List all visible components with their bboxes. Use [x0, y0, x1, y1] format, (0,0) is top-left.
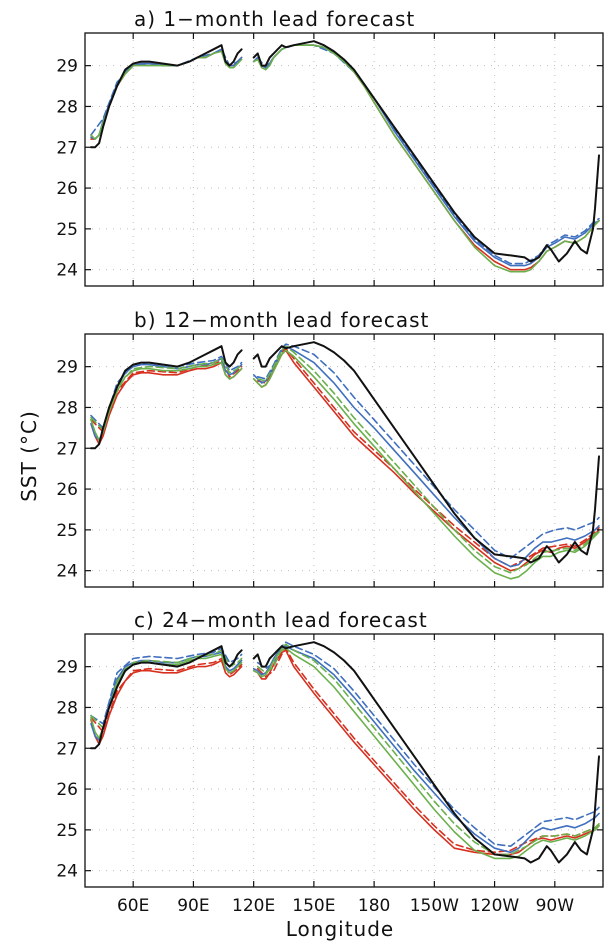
- panel-c-series-obs: [90, 641, 600, 864]
- panel-c-series-blue-dashed: [90, 641, 600, 847]
- panel-b-ytick-label: 26: [56, 480, 78, 500]
- panel-b-ytick-label: 24: [56, 562, 78, 582]
- panel-a-series-blue-dashed: [90, 44, 600, 265]
- panel-a-ytick-label: 28: [56, 97, 78, 117]
- panel-c-series-red-dashed: [90, 647, 600, 854]
- panel-b-series-green: [90, 349, 600, 580]
- panel-b-series-red-dashed: [90, 347, 600, 568]
- panel-c-ytick-label: 26: [56, 780, 78, 800]
- x-tick-label: 90E: [177, 896, 209, 916]
- panel-a-series-red: [90, 44, 600, 271]
- panel-a-ytick-label: 26: [56, 179, 78, 199]
- panel-b-series-obs: [90, 341, 600, 564]
- panel-b-ytick-label: 27: [56, 439, 78, 459]
- x-tick-label: 60E: [117, 896, 149, 916]
- panel-a-frame: [84, 32, 604, 287]
- panel-c-ytick-label: 28: [56, 698, 78, 718]
- panel-c-ytick-label: 24: [56, 862, 78, 882]
- panel-b: b) 12−month lead forecast 24 25 26 27 28 29: [56, 308, 604, 588]
- x-tick-label: 180: [358, 896, 390, 916]
- panel-a-title: a) 1−month lead forecast: [134, 7, 415, 31]
- panel-a-series-blue: [90, 44, 600, 267]
- panel-c-series-green-dashed: [90, 643, 600, 856]
- panel-b-title: b) 12−month lead forecast: [134, 308, 429, 332]
- panel-c-title: c) 24−month lead forecast: [134, 608, 428, 632]
- panel-a-ytick-label: 25: [56, 220, 78, 240]
- panel-c-frame: [84, 633, 604, 888]
- panel-b-series-red: [90, 349, 600, 572]
- panel-a-ytick-label: 29: [56, 57, 78, 77]
- x-tick-label: 150E: [292, 896, 335, 916]
- x-tick-label: 150W: [410, 896, 459, 916]
- y-axis-label: SST (°C): [17, 410, 41, 502]
- x-tick-label: 90W: [536, 896, 575, 916]
- x-axis-label: Longitude: [286, 917, 394, 941]
- panel-a-ytick-label: 27: [56, 138, 78, 158]
- panel-b-series-green-dashed: [90, 345, 600, 574]
- panel-c-series-blue: [90, 645, 600, 854]
- panel-c-ytick-label: 29: [56, 658, 78, 678]
- panel-b-ytick-label: 29: [56, 358, 78, 378]
- x-tick-label: 120W: [470, 896, 519, 916]
- panel-c: c) 24−month lead forecast 24 25 26 27 28 29 60…: [56, 608, 604, 916]
- panel-b-series-blue-dashed: [90, 343, 600, 560]
- panel-b-series-blue: [90, 345, 600, 568]
- panel-c-series-green: [90, 647, 600, 860]
- panel-a-series-obs: [90, 40, 600, 263]
- panel-b-frame: [84, 333, 604, 588]
- panel-a-series-green: [90, 44, 600, 273]
- panel-c-ytick-label: 25: [56, 821, 78, 841]
- panel-a-ytick-label: 24: [56, 261, 78, 281]
- panel-b-ytick-label: 25: [56, 521, 78, 541]
- panel-a: a) 1−month lead forecast 24 25 26 27 28 29: [56, 7, 604, 287]
- panel-c-ytick-label: 27: [56, 739, 78, 759]
- panel-b-ytick-label: 28: [56, 398, 78, 418]
- x-tick-label: 120E: [232, 896, 275, 916]
